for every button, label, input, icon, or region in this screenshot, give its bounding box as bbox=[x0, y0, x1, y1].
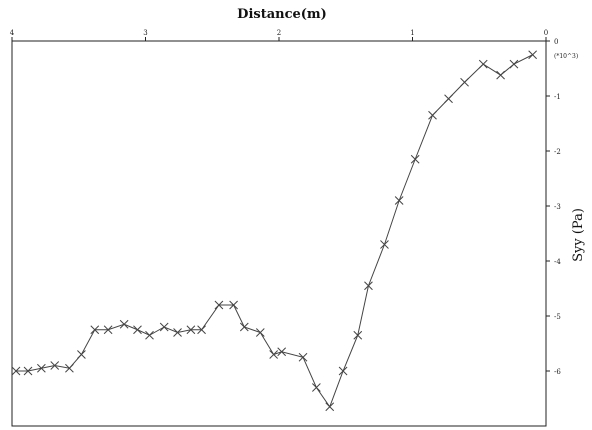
y-multiplier-label: (*10^3) bbox=[554, 53, 578, 60]
data-point-marker bbox=[410, 154, 420, 164]
y-tick-label: -2 bbox=[554, 148, 561, 156]
y-tick-label: -4 bbox=[554, 258, 561, 266]
data-point-marker bbox=[197, 325, 206, 335]
data-point-marker bbox=[229, 300, 238, 310]
data-point-marker bbox=[277, 347, 287, 357]
data-point-marker bbox=[478, 59, 488, 69]
y-axis-ticks: -6 -5 -4 -3 -2 -1 0 bbox=[546, 38, 561, 376]
data-point-marker bbox=[269, 350, 279, 359]
x-tick-label: 0 bbox=[544, 29, 548, 37]
data-point-marker bbox=[77, 350, 86, 359]
x-tick-label: 2 bbox=[277, 29, 281, 37]
data-point-marker bbox=[11, 366, 21, 376]
x-tick-label: 4 bbox=[10, 29, 15, 37]
plot-frame bbox=[11, 40, 547, 427]
y-axis-label: Syy (Pa) bbox=[571, 208, 586, 262]
data-point-marker bbox=[338, 366, 348, 376]
data-point-marker bbox=[239, 322, 249, 332]
data-point-marker bbox=[460, 77, 469, 87]
data-point-marker bbox=[298, 352, 308, 362]
data-point-marker bbox=[103, 325, 113, 335]
data-point-marker bbox=[186, 325, 196, 335]
data-point-marker bbox=[528, 50, 538, 60]
y-tick-label: -1 bbox=[554, 93, 561, 101]
chart-title: Distance(m) bbox=[237, 7, 327, 22]
data-point-marker bbox=[380, 240, 389, 249]
y-tick-label: -6 bbox=[554, 368, 561, 376]
x-tick-label: 1 bbox=[410, 29, 414, 37]
data-point-marker bbox=[496, 70, 505, 80]
series-syy bbox=[11, 50, 538, 412]
data-point-marker bbox=[312, 383, 321, 392]
data-point-marker bbox=[255, 328, 265, 337]
data-point-marker bbox=[428, 110, 437, 120]
data-point-marker bbox=[444, 94, 453, 104]
data-point-marker bbox=[159, 322, 169, 332]
data-point-marker bbox=[37, 363, 46, 373]
data-point-marker bbox=[325, 402, 335, 412]
data-point-marker bbox=[90, 325, 100, 335]
data-point-marker bbox=[65, 363, 74, 373]
data-point-marker bbox=[133, 325, 142, 335]
x-tick-label: 3 bbox=[143, 29, 147, 37]
data-point-marker bbox=[364, 281, 373, 291]
data-point-marker bbox=[145, 330, 154, 340]
data-point-marker bbox=[353, 330, 363, 340]
data-point-marker bbox=[509, 59, 519, 69]
data-point-marker bbox=[50, 361, 60, 370]
data-point-marker bbox=[394, 196, 404, 205]
data-point-marker bbox=[214, 300, 224, 310]
y-tick-label: -5 bbox=[554, 313, 561, 321]
data-point-marker bbox=[23, 366, 33, 376]
y-tick-label: 0 bbox=[554, 38, 558, 46]
x-axis-ticks: 4 3 2 1 0 bbox=[10, 29, 548, 41]
y-tick-label: -3 bbox=[554, 203, 561, 211]
data-point-marker bbox=[119, 319, 129, 329]
data-point-marker bbox=[173, 328, 182, 337]
